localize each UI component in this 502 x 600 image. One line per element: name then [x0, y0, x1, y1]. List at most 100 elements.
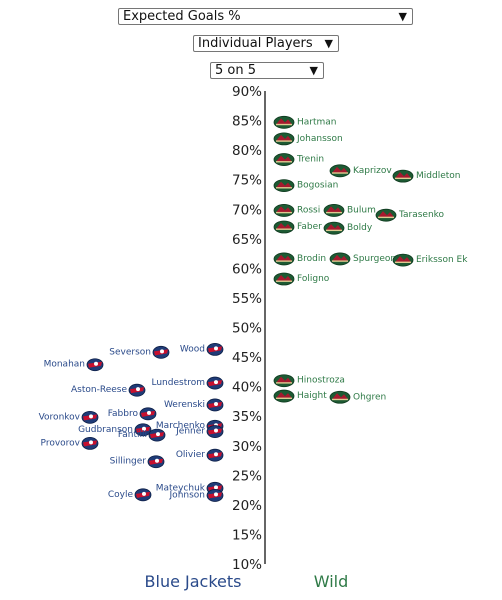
player-label: Kaprizov: [353, 166, 392, 176]
player-label: Provorov: [41, 438, 81, 448]
wild-logo-icon: [273, 272, 295, 286]
data-point-brodin[interactable]: Brodin: [273, 252, 326, 266]
data-point-hartman[interactable]: Hartman: [273, 115, 337, 129]
player-label: Olivier: [176, 450, 205, 460]
player-label: Wood: [180, 344, 205, 354]
blue-jackets-logo-icon: [206, 342, 224, 356]
player-label: Monahan: [44, 360, 85, 370]
data-point-bulum[interactable]: Bulum: [323, 204, 376, 217]
blue-jackets-logo-icon: [81, 436, 99, 450]
player-label: Boldy: [347, 223, 373, 233]
chevron-down-icon: ▼: [398, 10, 407, 23]
y-tick-label: 55%: [232, 291, 262, 307]
y-tick-label: 85%: [232, 114, 262, 130]
data-point-coyle[interactable]: Coyle: [108, 488, 152, 502]
data-point-jenner[interactable]: Jenner: [175, 425, 224, 438]
mode-select[interactable]: Individual Players ▼: [193, 35, 339, 52]
wild-logo-icon: [273, 115, 295, 129]
mode-select-value: Individual Players: [198, 36, 313, 51]
y-tick-label: 90%: [232, 84, 262, 100]
player-label: Faber: [297, 222, 322, 232]
data-point-gudbranson[interactable]: Gudbranson: [78, 423, 152, 437]
wild-logo-icon: [273, 252, 295, 266]
blue-jackets-logo-icon: [206, 448, 224, 462]
blue-jackets-logo-icon: [128, 383, 146, 397]
blue-jackets-logo-icon: [206, 489, 224, 502]
blue-jackets-logo-icon: [86, 358, 104, 372]
player-label: Johnson: [169, 490, 205, 500]
data-point-fantilli[interactable]: Fantilli: [118, 428, 166, 442]
stat-select[interactable]: Expected Goals % ▼: [118, 8, 413, 25]
wild-logo-icon: [392, 253, 414, 267]
data-point-rossi[interactable]: Rossi: [273, 204, 320, 217]
y-tick-label: 10%: [232, 557, 262, 573]
data-point-lundestrom[interactable]: Lundestrom: [151, 376, 224, 390]
player-label: Trenin: [296, 155, 324, 165]
blue-jackets-logo-icon: [81, 410, 99, 424]
data-point-ohgren[interactable]: Ohgren: [329, 390, 386, 404]
data-point-haight[interactable]: Haight: [273, 389, 327, 403]
situation-select[interactable]: 5 on 5 ▼: [210, 62, 324, 79]
player-label: Foligno: [297, 274, 330, 284]
y-tick-label: 65%: [232, 232, 262, 248]
data-point-johnson[interactable]: Johnson: [169, 489, 224, 502]
player-label: Marchenko: [156, 421, 206, 431]
data-point-hinostroza[interactable]: Hinostroza: [273, 374, 345, 388]
player-label: Fantilli: [118, 430, 147, 440]
blue-jackets-logo-icon: [152, 345, 170, 359]
data-point-provorov[interactable]: Provorov: [41, 436, 99, 450]
wild-logo-icon: [273, 132, 295, 146]
data-point-johansson[interactable]: Johansson: [273, 132, 343, 146]
player-label: Johansson: [296, 134, 343, 144]
data-point-trenin[interactable]: Trenin: [273, 153, 324, 166]
data-point-boldy[interactable]: Boldy: [323, 221, 373, 235]
player-label: Severson: [109, 347, 151, 357]
team-label-wild: Wild: [314, 572, 349, 591]
y-tick-label: 15%: [232, 527, 262, 543]
wild-logo-icon: [273, 153, 295, 166]
player-label: Werenski: [164, 400, 205, 410]
data-point-monahan[interactable]: Monahan: [44, 358, 104, 372]
wild-logo-icon: [273, 389, 295, 403]
data-point-eriksson-ek[interactable]: Eriksson Ek: [392, 253, 468, 267]
data-point-spurgeon[interactable]: Spurgeon: [329, 252, 396, 266]
data-point-aston-reese[interactable]: Aston-Reese: [71, 383, 146, 397]
player-label: Haight: [297, 391, 327, 401]
data-point-severson[interactable]: Severson: [109, 345, 170, 359]
data-point-fabbro[interactable]: Fabbro: [108, 407, 157, 421]
data-point-foligno[interactable]: Foligno: [273, 272, 330, 286]
data-point-bogosian[interactable]: Bogosian: [273, 179, 338, 193]
player-label: Lundestrom: [151, 378, 205, 388]
wild-logo-icon: [329, 390, 351, 404]
data-point-wood[interactable]: Wood: [180, 342, 224, 356]
wild-logo-icon: [392, 169, 414, 183]
blue-jackets-logo-icon: [206, 376, 224, 390]
player-label: Coyle: [108, 490, 134, 500]
player-label: Ohgren: [353, 392, 386, 402]
player-label: Bulum: [347, 205, 376, 215]
player-label: Rossi: [297, 205, 320, 215]
situation-select-value: 5 on 5: [215, 63, 256, 78]
data-point-voronkov[interactable]: Voronkov: [39, 410, 99, 424]
blue-jackets-logo-icon: [139, 407, 157, 421]
player-label: Sillinger: [110, 457, 147, 467]
player-label: Brodin: [297, 254, 326, 264]
data-point-faber[interactable]: Faber: [273, 220, 322, 234]
blue-jackets-logo-icon: [134, 488, 152, 502]
data-point-tarasenko[interactable]: Tarasenko: [375, 208, 445, 222]
chevron-down-icon: ▼: [309, 64, 318, 77]
player-label: Aston-Reese: [71, 385, 127, 395]
data-point-werenski[interactable]: Werenski: [164, 398, 224, 412]
data-point-sillinger[interactable]: Sillinger: [110, 455, 165, 469]
player-label: Middleton: [416, 171, 460, 181]
player-label: Mateychuk: [156, 483, 206, 493]
player-label: Hartman: [297, 117, 337, 127]
data-point-olivier[interactable]: Olivier: [176, 448, 224, 462]
wild-logo-icon: [323, 204, 345, 217]
data-point-middleton[interactable]: Middleton: [392, 169, 460, 183]
blue-jackets-logo-icon: [147, 455, 165, 469]
data-point-kaprizov[interactable]: Kaprizov: [329, 164, 392, 178]
y-tick-label: 30%: [232, 439, 262, 455]
y-tick-label: 80%: [232, 143, 262, 159]
y-tick-label: 25%: [232, 468, 262, 484]
